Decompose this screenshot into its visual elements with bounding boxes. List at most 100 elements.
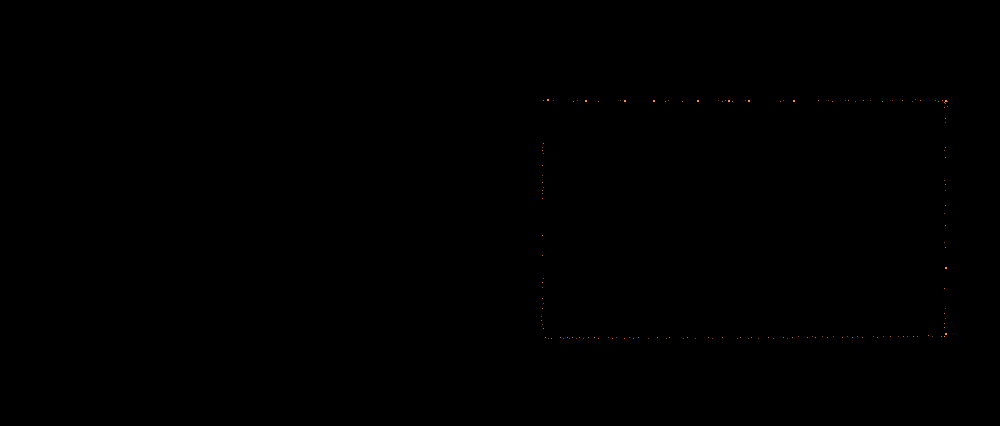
dot xyxy=(728,100,730,102)
dot xyxy=(903,336,904,337)
dot xyxy=(828,100,829,101)
dot xyxy=(668,100,669,101)
dot xyxy=(892,100,893,101)
dot xyxy=(945,103,946,104)
dot xyxy=(944,242,945,243)
dot xyxy=(598,101,599,102)
dot xyxy=(812,336,813,337)
dot xyxy=(687,337,688,338)
dot xyxy=(945,100,947,102)
dot xyxy=(594,337,595,338)
dot xyxy=(548,338,549,339)
dot xyxy=(542,150,543,151)
dot xyxy=(898,336,899,337)
dot xyxy=(913,336,914,337)
dot xyxy=(745,100,746,101)
dot xyxy=(827,337,828,338)
dot xyxy=(638,337,639,338)
dot xyxy=(543,278,544,279)
dot xyxy=(944,107,945,108)
dot xyxy=(783,100,784,101)
dot xyxy=(944,327,945,328)
dot xyxy=(822,336,823,337)
dot xyxy=(758,338,759,339)
dot xyxy=(608,337,609,338)
dot xyxy=(612,338,613,339)
dot xyxy=(545,337,546,338)
dot xyxy=(543,303,544,304)
dot xyxy=(857,336,858,337)
dot xyxy=(748,100,750,102)
dot xyxy=(718,100,719,101)
dot xyxy=(541,320,542,321)
dot xyxy=(543,100,544,101)
dot xyxy=(653,100,655,102)
dot xyxy=(945,184,946,185)
dot xyxy=(712,338,713,339)
dot xyxy=(783,337,784,338)
dot xyxy=(542,182,543,183)
dot xyxy=(683,338,684,339)
dot xyxy=(907,336,908,337)
dot xyxy=(573,101,574,102)
dot xyxy=(912,101,913,102)
dot xyxy=(542,324,543,325)
dot xyxy=(842,337,843,338)
dot xyxy=(542,165,543,166)
dot xyxy=(915,99,916,100)
dot xyxy=(945,122,946,123)
dot xyxy=(945,267,947,269)
dot xyxy=(862,337,863,338)
dot xyxy=(945,318,946,319)
dot xyxy=(815,337,816,338)
dot xyxy=(543,328,544,329)
dot xyxy=(543,187,544,188)
dot xyxy=(863,100,864,101)
dot xyxy=(624,100,626,102)
dot xyxy=(583,338,584,339)
dot xyxy=(665,101,666,102)
dot xyxy=(542,147,543,148)
dot xyxy=(751,337,752,338)
dot xyxy=(567,337,568,338)
dot xyxy=(708,337,709,338)
dot xyxy=(944,180,945,181)
dot xyxy=(945,157,946,158)
dot xyxy=(818,100,819,101)
dot xyxy=(748,338,749,339)
dot xyxy=(935,100,936,101)
dot xyxy=(542,255,543,256)
dot xyxy=(624,338,625,339)
dot xyxy=(945,147,946,148)
dot xyxy=(942,100,943,101)
dot xyxy=(945,205,946,206)
dot xyxy=(560,337,561,338)
dot xyxy=(541,316,542,317)
dot xyxy=(917,336,918,337)
dot xyxy=(833,336,834,337)
dot xyxy=(669,337,670,338)
dot xyxy=(666,338,667,339)
dot xyxy=(768,337,769,338)
dot xyxy=(553,100,554,101)
dot xyxy=(947,101,948,102)
dot xyxy=(890,336,891,337)
dot xyxy=(547,99,549,101)
dot xyxy=(542,190,543,191)
dot xyxy=(945,333,947,335)
dot xyxy=(682,101,683,102)
dot xyxy=(855,101,856,102)
dot xyxy=(542,298,543,299)
dot xyxy=(807,337,808,338)
dot xyxy=(870,100,871,101)
dot xyxy=(780,101,781,102)
dot xyxy=(792,337,793,338)
dot xyxy=(902,100,903,101)
dot xyxy=(629,337,630,338)
dot xyxy=(945,118,946,119)
dot xyxy=(542,235,543,236)
dot xyxy=(932,336,933,337)
dot xyxy=(563,338,564,339)
dot xyxy=(947,106,948,107)
dot xyxy=(848,100,849,101)
